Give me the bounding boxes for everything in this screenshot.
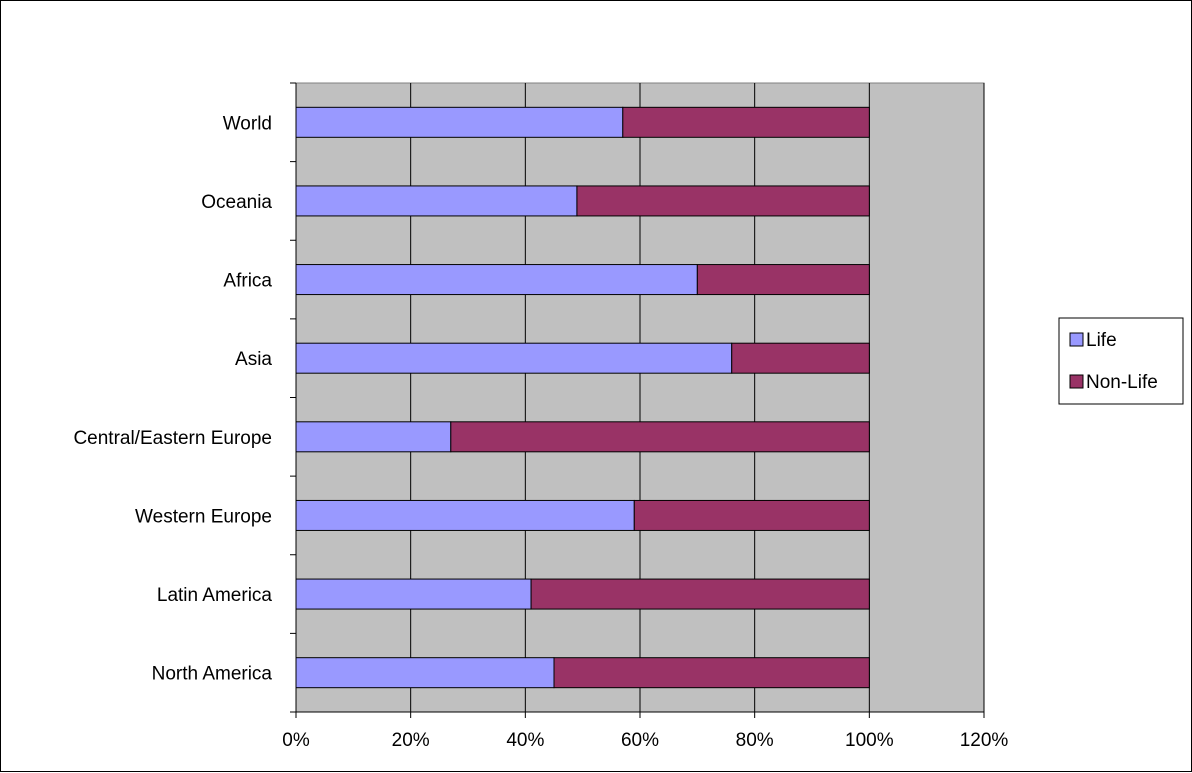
bar-life: [295, 421, 452, 453]
axes: 0% 20% 40% 60% 80% 100% 120% World Oceania Africa…: [73, 82, 1009, 751]
x-tick-label: 80%: [736, 730, 774, 751]
bar-life: [295, 657, 555, 689]
bar-life: [295, 499, 635, 531]
bar-non-life: [731, 342, 870, 374]
x-tick-label: 100%: [845, 730, 894, 751]
x-tick-label: 120%: [960, 730, 1009, 751]
bar-non-life: [696, 264, 870, 296]
bar-non-life: [633, 499, 870, 531]
category-label: Western Europe: [135, 506, 272, 527]
bar-life: [295, 106, 624, 138]
category-label: Africa: [223, 271, 272, 292]
bar-non-life: [553, 657, 870, 689]
category-label: Latin America: [157, 585, 273, 606]
category-label: Asia: [235, 349, 272, 370]
bar-non-life: [622, 106, 870, 138]
bar-life: [295, 342, 733, 374]
legend-label: Life: [1086, 330, 1117, 351]
bar-life: [295, 578, 532, 610]
category-label: World: [223, 113, 272, 134]
bar-life: [295, 264, 698, 296]
category-label: North America: [152, 664, 273, 685]
bar-non-life: [576, 185, 870, 217]
bar-non-life: [530, 578, 870, 610]
legend: Life Non-Life: [1058, 317, 1184, 405]
legend-swatch: [1069, 374, 1084, 389]
category-label: Oceania: [201, 192, 272, 213]
legend-box: [1058, 317, 1184, 405]
bar-life: [295, 185, 578, 217]
category-label: Central/Eastern Europe: [73, 428, 272, 449]
x-tick-label: 40%: [506, 730, 544, 751]
legend-swatch: [1069, 332, 1084, 347]
x-tick-label: 0%: [282, 730, 310, 751]
legend-label: Non-Life: [1086, 372, 1158, 393]
bars: [295, 106, 870, 689]
x-tick-label: 20%: [392, 730, 430, 751]
bar-non-life: [450, 421, 870, 453]
x-tick-label: 60%: [621, 730, 659, 751]
